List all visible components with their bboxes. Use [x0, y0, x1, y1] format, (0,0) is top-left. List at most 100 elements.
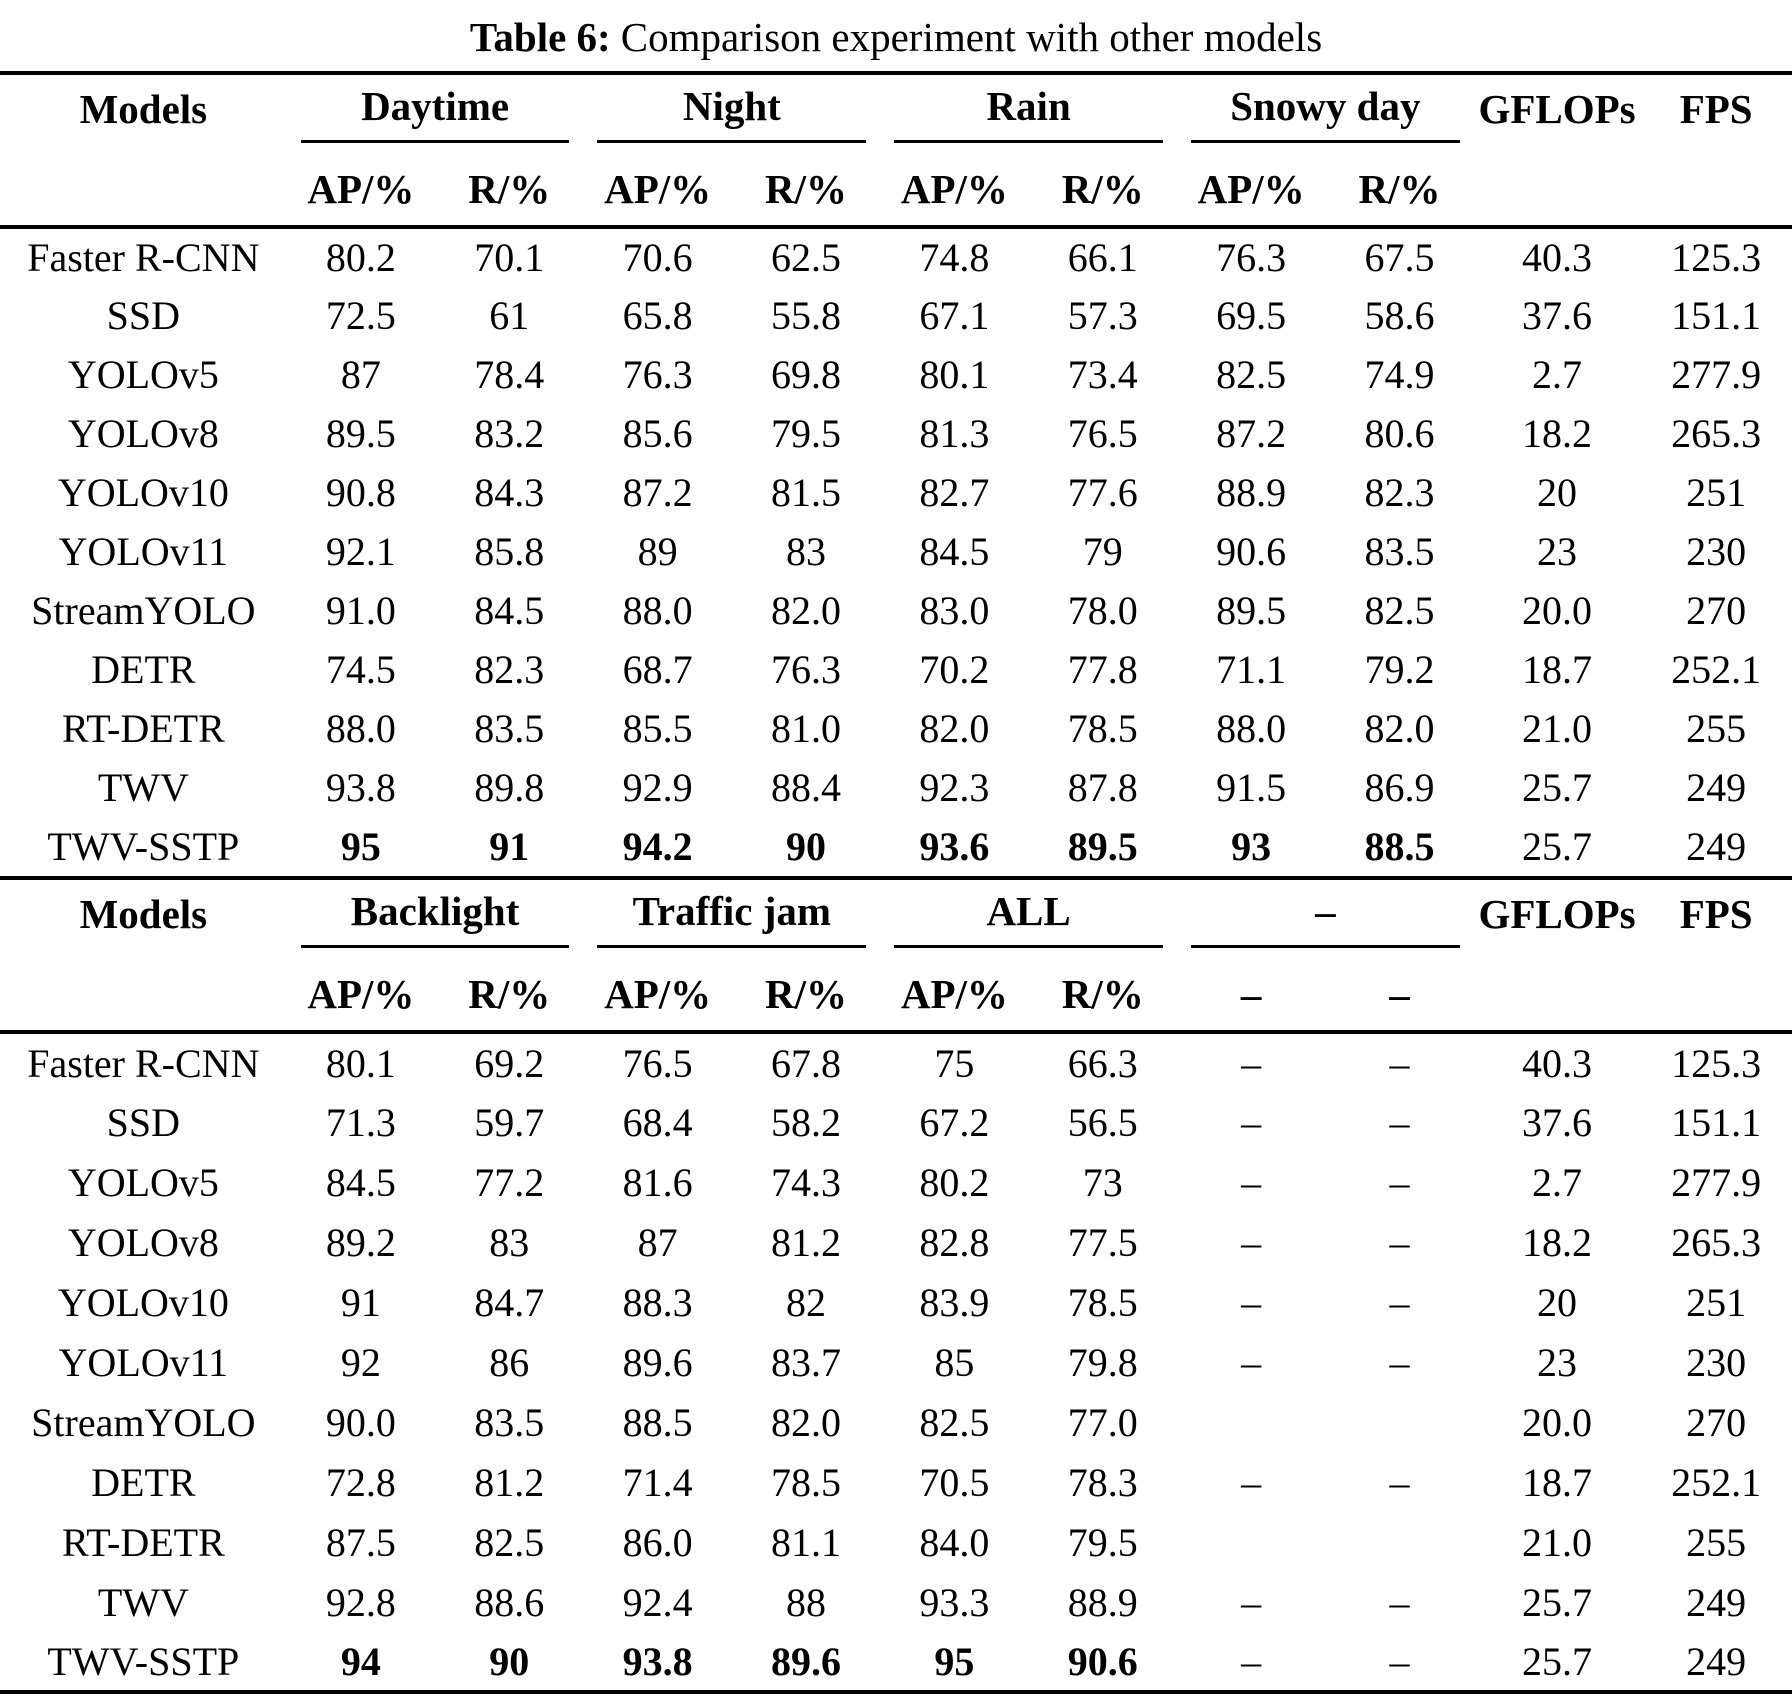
value-cell: 83	[489, 1219, 530, 1265]
value-cell: 90	[786, 824, 827, 869]
table-row: Faster R-CNN 80.1 69.2 76.5 67.8 75 66.3 – – 40.3…	[0, 1032, 1792, 1092]
subheader-cell: R/%	[1325, 153, 1474, 229]
table-row: Faster R-CNN 80.2 70.1 70.6 62.5 74.8 66.1 76.3…	[0, 227, 1792, 286]
value-cell: 18.7	[1522, 1459, 1593, 1505]
value-cell: 83	[786, 529, 827, 574]
model-name-cell: YOLOv10	[57, 1279, 229, 1325]
value-cell: 20.0	[1522, 588, 1593, 633]
table-row: TWV 92.8 88.6 92.4 88 93.3 88.9 – – 25.7 249	[0, 1572, 1792, 1632]
value-cell: 86.9	[1364, 765, 1435, 810]
value-cell: 72.8	[325, 1459, 396, 1505]
value-cell: 70.2	[919, 647, 990, 692]
value-cell: 76.3	[1216, 235, 1287, 280]
table-row: StreamYOLO 91.0 84.5 88.0 82.0 83.0 78.0 89.5 82…	[0, 581, 1792, 640]
value-cell: 92.3	[919, 765, 990, 810]
model-name-cell: YOLOv10	[57, 470, 229, 515]
value-cell: 25.7	[1522, 1638, 1593, 1684]
subheader-cell: R/%	[435, 958, 584, 1034]
value-cell: 76.3	[771, 647, 842, 692]
table-row: TWV 93.8 89.8 92.9 88.4 92.3 87.8 91.5 86.9 25.7 2…	[0, 758, 1792, 817]
value-cell: 92.1	[325, 529, 396, 574]
model-name-cell: TWV	[97, 765, 189, 810]
group-label: Snowy day	[1190, 75, 1460, 143]
value-cell: 89	[637, 529, 678, 574]
value-cell: 91.0	[325, 588, 396, 633]
value-cell: 80.6	[1364, 411, 1435, 456]
model-name-cell: YOLOv8	[67, 411, 219, 456]
value-cell: 87.2	[622, 470, 693, 515]
value-cell: 74.5	[325, 647, 396, 692]
value-cell: 87	[637, 1219, 678, 1265]
value-cell: 94	[340, 1638, 381, 1684]
subheader-cell: R/%	[1028, 958, 1177, 1034]
table-row: RT-DETR 87.5 82.5 86.0 81.1 84.0 79.5 21.0 255	[0, 1512, 1792, 1572]
value-cell: 82.0	[771, 588, 842, 633]
comparison-table-section-2: Models Backlight Traffic jam ALL – GFLOP…	[0, 876, 1792, 1694]
value-cell: 18.7	[1522, 647, 1593, 692]
group-header-backlight: Backlight	[287, 878, 584, 958]
value-cell: 67.8	[771, 1040, 842, 1086]
value-cell: 86	[489, 1339, 530, 1385]
value-cell: 76.5	[622, 1040, 693, 1086]
table-row: YOLOv10 91 84.7 88.3 82 83.9 78.5 – – 20 251	[0, 1272, 1792, 1332]
value-cell: 77.5	[1067, 1219, 1138, 1265]
model-name-cell: SSD	[106, 1099, 181, 1145]
value-cell: 82.5	[474, 1519, 545, 1565]
value-cell: 75	[934, 1040, 975, 1086]
value-cell: 85	[934, 1339, 975, 1385]
value-cell: 91	[489, 824, 530, 869]
value-cell: 82.0	[1364, 706, 1435, 751]
table-row: DETR 74.5 82.3 68.7 76.3 70.2 77.8 71.1 79.2 18.7…	[0, 640, 1792, 699]
value-cell: 84.0	[919, 1519, 990, 1565]
value-cell: 87.2	[1216, 411, 1287, 456]
value-cell: 58.2	[771, 1099, 842, 1145]
value-cell: 81.2	[474, 1459, 545, 1505]
value-cell: 79.5	[771, 411, 842, 456]
value-cell: 84.3	[474, 470, 545, 515]
value-cell: 249	[1686, 765, 1747, 810]
value-cell: 230	[1686, 529, 1747, 574]
value-cell: 255	[1686, 706, 1747, 751]
value-cell: 82.0	[771, 1399, 842, 1445]
group-label: –	[1190, 880, 1460, 948]
subheader-cell: AP/%	[1176, 153, 1326, 229]
value-cell: 83.5	[1364, 529, 1435, 574]
caption-text: Comparison experiment with other models	[620, 14, 1323, 60]
value-cell: 62.5	[771, 235, 842, 280]
table-row: YOLOv11 92 86 89.6 83.7 85 79.8 – – 23 230	[0, 1332, 1792, 1392]
value-cell: 83.2	[474, 411, 545, 456]
value-cell: 76.3	[622, 352, 693, 397]
value-cell: 90	[489, 1638, 530, 1684]
value-cell: 89.5	[1216, 588, 1287, 633]
group-label: Daytime	[300, 75, 570, 143]
table-row: YOLOv5 84.5 77.2 81.6 74.3 80.2 73 – – 2.7 277.9	[0, 1152, 1792, 1212]
value-cell: 81.6	[622, 1159, 693, 1205]
value-cell: 77.0	[1067, 1399, 1138, 1445]
value-cell: 77.2	[474, 1159, 545, 1205]
value-cell: 82	[786, 1279, 827, 1325]
group-header-snowy-day: Snowy day	[1177, 73, 1474, 153]
value-cell: 80.2	[325, 235, 396, 280]
value-cell: 151.1	[1671, 1099, 1762, 1145]
value-cell: 81.2	[771, 1219, 842, 1265]
value-cell: 82.8	[919, 1219, 990, 1265]
value-cell: 90.8	[325, 470, 396, 515]
value-cell: –	[1389, 1159, 1410, 1205]
value-cell: 92.8	[325, 1579, 396, 1625]
value-cell: 88.0	[622, 588, 693, 633]
value-cell: 55.8	[771, 293, 842, 338]
value-cell: 90.6	[1216, 529, 1287, 574]
group-label: Backlight	[300, 880, 570, 948]
value-cell: 40.3	[1522, 235, 1593, 280]
value-cell: 84.5	[919, 529, 990, 574]
model-name-cell: YOLOv5	[67, 1159, 219, 1205]
value-cell: 255	[1686, 1519, 1747, 1565]
value-cell: 82.5	[1216, 352, 1287, 397]
value-cell	[1177, 1392, 1325, 1452]
value-cell: –	[1241, 1159, 1262, 1205]
value-cell	[1177, 1512, 1325, 1572]
value-cell: 70.6	[622, 235, 693, 280]
gflops-column-header: GFLOPs	[1473, 73, 1641, 229]
model-name-cell: DETR	[91, 1459, 196, 1505]
group-label: ALL	[894, 880, 1163, 948]
